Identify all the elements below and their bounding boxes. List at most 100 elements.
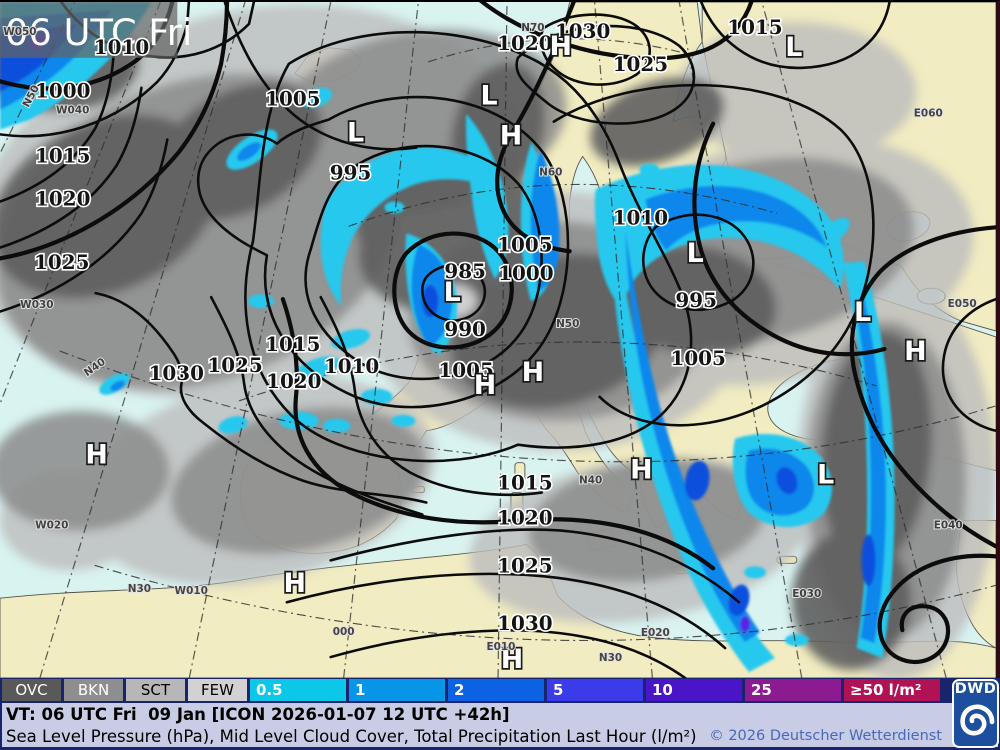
low-center-marker: L <box>785 32 802 63</box>
graticule-label: W040 <box>56 105 89 117</box>
pressure-label: 1020 <box>35 186 90 210</box>
legend-precip-6: ≥50 l/m² <box>844 679 940 701</box>
legend-precip-1: 1 <box>349 679 445 701</box>
graticule-label: W030 <box>20 299 53 311</box>
weather-map: 06 UTC Fri 1010 1000 1015 1020 1025 1005 995 10… <box>0 0 1000 678</box>
pressure-label: 1030 <box>555 19 610 43</box>
graticule-label: E040 <box>934 519 963 531</box>
legend-cloud-sct: SCT <box>126 679 185 701</box>
pressure-label: 1010 <box>94 35 149 59</box>
pressure-label: 1010 <box>324 354 379 378</box>
graticule-label: W050 <box>3 26 36 38</box>
graticule-label: E060 <box>914 108 943 120</box>
legend-precip-0: 0.5 <box>250 679 346 701</box>
graticule-label: E050 <box>948 298 977 310</box>
pressure-label: 1020 <box>266 369 321 393</box>
pressure-label: 995 <box>330 160 372 184</box>
pressure-label: 1005 <box>265 87 320 111</box>
low-center-marker: L <box>480 81 497 112</box>
pressure-label: 1020 <box>497 31 552 55</box>
pressure-label: 1020 <box>497 505 552 529</box>
graticule-label: N50 <box>556 318 579 330</box>
legend-precip-label: 2 <box>454 681 465 699</box>
copyright-text: © 2026 Deutscher Wetterdienst <box>709 728 942 744</box>
pressure-label: 1030 <box>149 361 204 385</box>
title-overlay: 06 UTC Fri <box>0 2 192 58</box>
legend-precip-4: 10 <box>646 679 742 701</box>
pressure-label: 995 <box>675 288 717 312</box>
legend-cloud-label: BKN <box>77 681 110 699</box>
graticule-label: W010 <box>175 585 208 597</box>
low-center-marker: L <box>347 118 364 149</box>
info-bar: VT: 06 UTC Fri 09 Jan [ICON 2026-01-07 1… <box>2 703 998 747</box>
map-canvas: 06 UTC Fri 10101000101510201025100599510… <box>0 2 996 678</box>
high-center-marker: H <box>500 121 523 152</box>
legend-precip-label: 10 <box>652 681 673 699</box>
graticule-label: W020 <box>35 519 68 531</box>
dwd-spiral-icon <box>959 704 994 736</box>
legend-precip-label: 5 <box>553 681 564 699</box>
legend-precip-label: 25 <box>751 681 772 699</box>
pressure-label: 1005 <box>438 358 493 382</box>
pressure-label: 1025 <box>207 353 262 377</box>
legend-cloud-few: FEW <box>188 679 247 701</box>
pressure-label: 1025 <box>34 250 89 274</box>
low-center-marker: L <box>687 238 704 269</box>
high-center-marker: H <box>522 357 545 388</box>
graticule-label: N40 <box>579 475 602 487</box>
legend-precip-3: 5 <box>547 679 643 701</box>
graticule-label: N30 <box>128 583 151 595</box>
low-center-marker: L <box>444 277 461 308</box>
high-center-marker: H <box>284 568 307 599</box>
product-description-line: Sea Level Pressure (hPa), Mid Level Clou… <box>6 727 697 746</box>
page-title: 06 UTC Fri <box>5 11 192 54</box>
pressure-label: 985 <box>444 259 486 283</box>
valid-time-line: VT: 06 UTC Fri 09 Jan [ICON 2026-01-07 1… <box>6 705 510 724</box>
pressure-label: 1010 <box>613 205 668 229</box>
graticule-label: N60 <box>539 166 562 178</box>
pressure-label: 1005 <box>497 232 552 256</box>
high-center-marker: H <box>85 440 108 471</box>
pressure-label: 1025 <box>613 52 668 76</box>
dwd-logo: DWD <box>952 679 999 748</box>
pressure-label: 1030 <box>497 611 552 635</box>
pressure-label: 1000 <box>35 79 90 103</box>
legend-precip-label: ≥50 l/m² <box>850 681 922 699</box>
isobar-layer <box>0 2 996 678</box>
legend-precip-2: 2 <box>448 679 544 701</box>
legend-cloud-label: FEW <box>201 681 234 699</box>
high-center-marker: H <box>549 31 572 62</box>
graticule-label: E030 <box>792 588 821 600</box>
legend-precip-label: 1 <box>355 681 366 699</box>
legend-cloud-label: OVC <box>15 681 48 699</box>
pressure-label: 1025 <box>497 553 552 577</box>
high-center-marker: H <box>630 455 653 486</box>
legend-bar: OVC BKN SCT FEW 0.5 1 2 5 10 25 ≥50 l/m² <box>0 678 1000 702</box>
legend-precip-label: 0.5 <box>256 681 283 699</box>
graticule-label: N70 <box>521 22 544 34</box>
pressure-label: 1015 <box>497 471 552 495</box>
low-center-marker: L <box>854 297 871 328</box>
pressure-label: 990 <box>444 317 486 341</box>
pressure-label: 1015 <box>35 144 90 168</box>
pressure-label: 1005 <box>670 346 725 370</box>
high-center-marker: H <box>904 336 927 367</box>
pressure-label: 1000 <box>498 261 553 285</box>
legend-precip-5: 25 <box>745 679 841 701</box>
bottom-bar: OVC BKN SCT FEW 0.5 1 2 5 10 25 ≥50 l/m² VT: 06 UT… <box>0 678 1000 750</box>
graticule-label: 000 <box>333 626 355 638</box>
graticule-label: N30 <box>599 652 622 664</box>
pressure-label: 1015 <box>727 15 782 39</box>
legend-cloud-bkn: BKN <box>64 679 123 701</box>
high-center-marker: H <box>474 370 497 401</box>
graticule-label: E010 <box>487 641 516 653</box>
legend-cloud-label: SCT <box>140 681 171 699</box>
pressure-label: 1015 <box>265 332 320 356</box>
high-center-marker: H <box>501 644 524 675</box>
legend-cloud-ovc: OVC <box>2 679 61 701</box>
graticule-label: E020 <box>641 627 670 639</box>
dwd-logo-text: DWD <box>954 681 997 697</box>
low-center-marker: L <box>817 460 834 491</box>
